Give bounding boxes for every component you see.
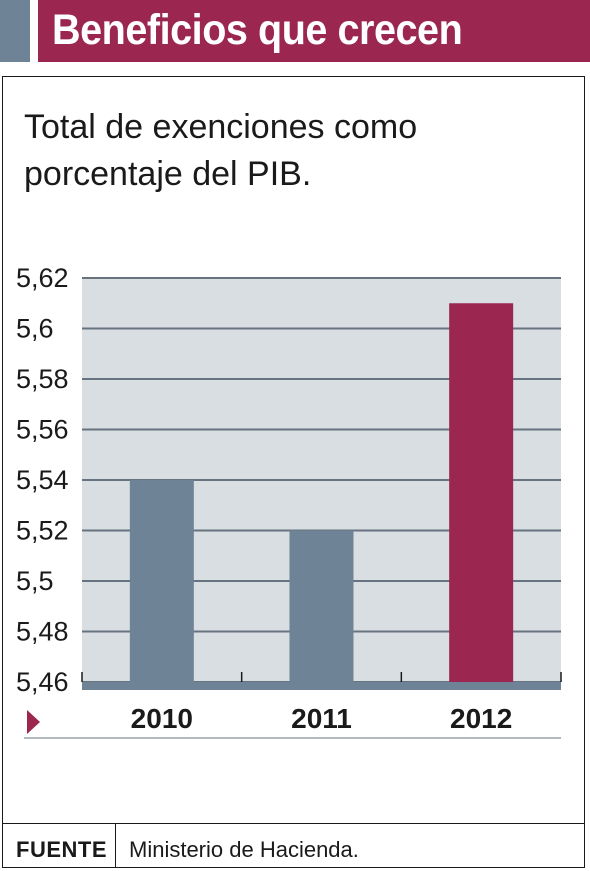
y-tick-label: 5,48 — [16, 617, 69, 647]
y-tick-label: 5,54 — [16, 465, 69, 495]
x-axis — [24, 672, 562, 739]
x-tick-label: 2011 — [291, 703, 352, 734]
y-tick-label: 5,58 — [16, 364, 69, 394]
bar-2011 — [289, 530, 354, 682]
page-title: Beneficios que crecen — [52, 6, 463, 54]
header-title-bar — [38, 0, 590, 62]
bar-2010 — [129, 480, 194, 682]
header-accent-block — [0, 0, 30, 62]
infographic-frame — [2, 76, 585, 868]
y-tick-label: 5,62 — [16, 263, 69, 293]
header-band: Beneficios que crecen — [0, 0, 590, 62]
bars — [129, 303, 514, 682]
y-tick-label: 5,56 — [16, 415, 69, 445]
x-tick-label: 2010 — [131, 703, 193, 734]
source-divider — [115, 824, 116, 868]
y-tick-label: 5,5 — [16, 566, 54, 596]
y-tick-label: 5,52 — [16, 516, 69, 546]
bar-chart: 5,465,485,55,525,545,565,585,65,62 2010 2… — [16, 263, 562, 739]
x-tick-label: 2012 — [450, 703, 512, 734]
source-rule — [2, 823, 585, 824]
y-tick-label: 5,46 — [16, 667, 69, 697]
source-label: FUENTE — [16, 837, 107, 862]
y-tick-label: 5,6 — [16, 314, 54, 344]
y-axis-ticks: 5,46 5,48 5,5 5,52 5,54 5,56 5,58 5,6 5,62 — [16, 263, 69, 697]
source-text: Ministerio de Hacienda. — [129, 837, 359, 862]
x-axis-ticks: 2010 2011 2012 — [131, 703, 513, 734]
bar-2012 — [449, 303, 514, 682]
axis-marker-triangle — [27, 710, 40, 734]
x-axis-baseline — [82, 682, 561, 690]
chart-subtitle: Total de exenciones como porcentaje del … — [24, 108, 418, 193]
